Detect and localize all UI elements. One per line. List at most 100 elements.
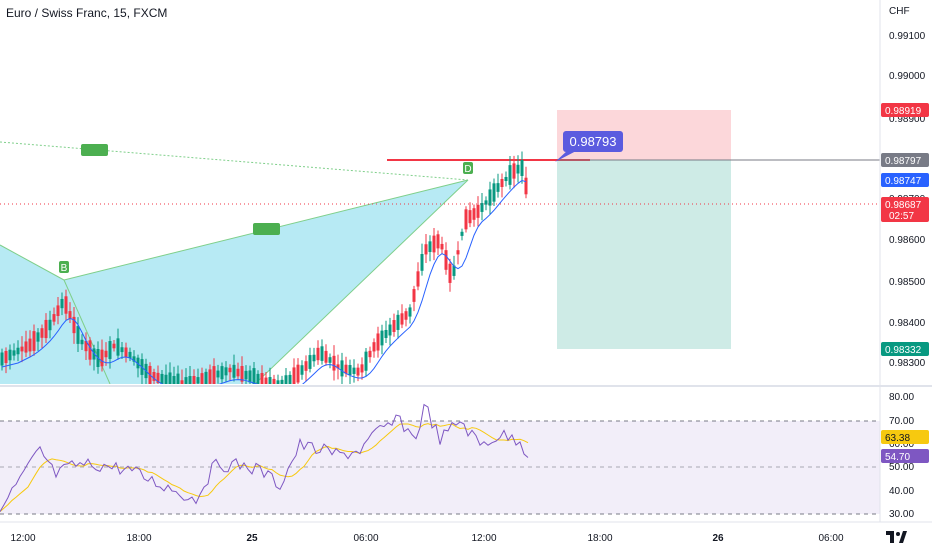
price-axis[interactable]: CHF 0.99100 0.99000 0.98900 0.98700 0.98… <box>881 6 929 369</box>
rsi-tick: 60.00 <box>889 439 914 450</box>
price-callout-pointer <box>555 150 578 162</box>
candle-body <box>392 320 396 332</box>
candle-body <box>384 329 388 339</box>
candle-body <box>0 352 4 366</box>
candle-body <box>128 351 132 359</box>
point-label-b <box>59 261 69 273</box>
tradingview-logo-icon[interactable] <box>885 526 907 546</box>
candle-body <box>40 328 44 338</box>
rsi-tag <box>881 449 929 463</box>
rsi-tick: 80.00 <box>889 392 914 403</box>
time-tick: 12:00 <box>10 533 35 544</box>
candle-body <box>264 377 268 384</box>
candle-body <box>468 210 472 224</box>
symbol-title[interactable]: Euro / Swiss Franc, 15, FXCM <box>6 6 168 20</box>
candle-body <box>12 350 16 356</box>
candle-body <box>436 234 440 249</box>
point-label-d-text: D <box>464 164 471 175</box>
main-pane[interactable]: B D 0.98793 <box>0 110 880 403</box>
candle-body <box>104 350 108 358</box>
candle-body <box>420 254 424 271</box>
candle-body <box>68 311 72 319</box>
candle-body <box>488 189 492 206</box>
pattern-leg <box>0 244 65 281</box>
candle-body <box>412 289 416 302</box>
rsi-ma-line <box>0 423 529 512</box>
candle-body <box>432 235 436 253</box>
time-tick: 18:00 <box>126 533 151 544</box>
candle-body <box>184 377 188 384</box>
candle-body <box>56 305 60 317</box>
candle-body <box>452 265 456 276</box>
candle-body <box>428 241 432 252</box>
candle-body <box>444 250 448 270</box>
harmonic-pattern-right <box>64 180 468 384</box>
bar-countdown-text: 02:57 <box>889 211 914 222</box>
candle-body <box>348 365 352 375</box>
stop-price-tag <box>881 342 929 356</box>
candle-body <box>32 331 36 351</box>
candle-body <box>228 367 232 373</box>
candle-body <box>28 338 32 352</box>
price-tick: 0.98500 <box>889 277 926 288</box>
rsi-ma-tag <box>881 430 929 444</box>
candle-body <box>192 376 196 384</box>
rsi-tick: 40.00 <box>889 486 914 497</box>
ratio-label-top <box>81 144 108 156</box>
candle-body <box>316 347 320 361</box>
candle-body <box>508 165 512 185</box>
time-tick: 12:00 <box>471 533 496 544</box>
candle-body <box>512 163 516 179</box>
candle-body <box>252 368 256 384</box>
rsi-axis[interactable]: 80.00 70.00 60.00 50.00 40.00 30.00 63.3… <box>881 392 929 520</box>
candle-body <box>216 370 220 378</box>
candle-body <box>268 377 272 384</box>
price-callout-text: 0.98793 <box>570 134 617 149</box>
last-price-tag <box>881 197 929 222</box>
rsi-tick: 30.00 <box>889 509 914 520</box>
candle-body <box>160 373 164 384</box>
candle-body <box>380 330 384 346</box>
price-tick: 0.99100 <box>889 31 926 42</box>
candle-body <box>52 314 56 322</box>
time-axis[interactable]: 12:00 18:00 25 06:00 12:00 18:00 26 06:0… <box>10 533 843 544</box>
candle-body <box>100 349 104 367</box>
candle-body <box>116 338 120 356</box>
candle-body <box>84 340 88 352</box>
rsi-pane[interactable] <box>0 403 880 515</box>
currency-label: CHF <box>889 6 910 17</box>
candle-body <box>244 370 248 380</box>
candle-body <box>368 350 372 358</box>
candle-body <box>300 365 304 375</box>
candle-body <box>456 250 460 255</box>
ma-price-text: 0.98747 <box>885 176 922 187</box>
price-callout[interactable] <box>563 131 623 152</box>
time-tick: 26 <box>712 533 724 544</box>
stop-price-text: 0.98332 <box>885 345 922 356</box>
candle-body <box>400 313 404 325</box>
candle-body <box>388 324 392 336</box>
candle-body <box>60 298 64 309</box>
time-tick: 06:00 <box>353 533 378 544</box>
pattern-leg <box>254 179 469 384</box>
candle-body <box>112 343 116 349</box>
candle-body <box>208 369 212 384</box>
candle-body <box>476 204 480 218</box>
candle-body <box>204 371 208 384</box>
price-tick: 0.98300 <box>889 358 926 369</box>
candle-body <box>188 376 192 384</box>
candle-body <box>172 376 176 384</box>
candle-body <box>404 311 408 320</box>
candle-body <box>16 347 20 355</box>
ratio-label-mid <box>253 223 280 235</box>
candle-body <box>304 361 308 371</box>
candle-body <box>416 271 420 287</box>
last-price-text: 0.98687 <box>885 200 922 211</box>
target-price-tag <box>881 103 929 117</box>
candle-body <box>516 164 520 174</box>
candle-body <box>48 319 52 331</box>
rsi-tick: 50.00 <box>889 462 914 473</box>
stop-zone[interactable] <box>557 160 731 349</box>
candle-body <box>472 208 476 220</box>
